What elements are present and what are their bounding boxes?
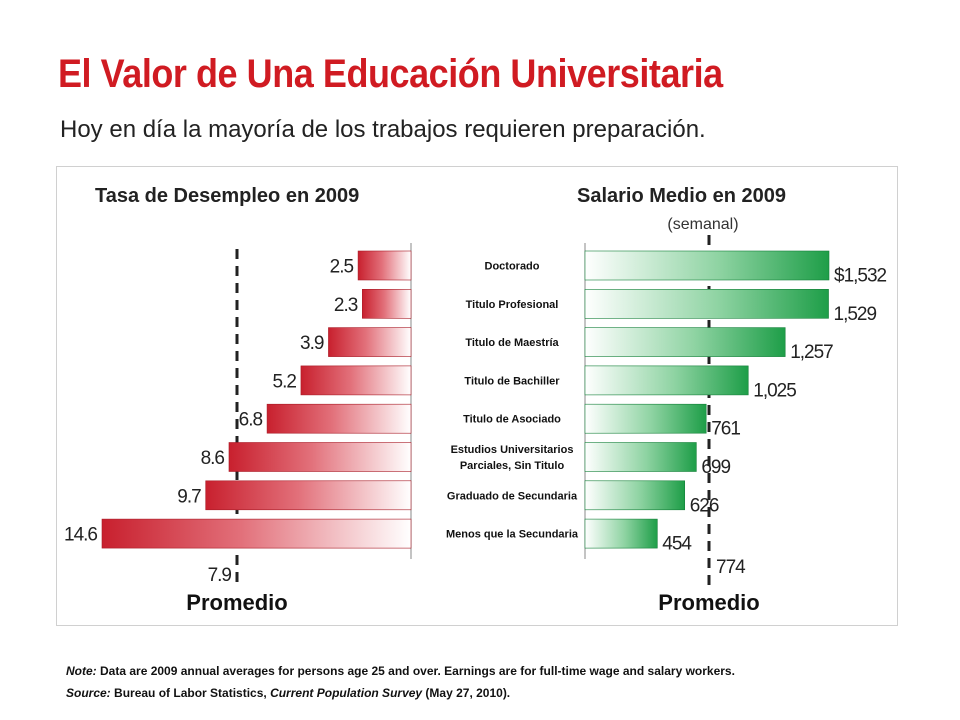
unemployment-value-label: 6.8	[239, 410, 263, 431]
salary-chart-subtitle: (semanal)	[667, 216, 738, 233]
note-text: Data are 2009 annual averages for person…	[96, 664, 735, 678]
unemployment-value-label: 9.7	[177, 486, 201, 507]
category-label: Titulo Profesional	[466, 299, 559, 311]
unemployment-bar	[328, 327, 412, 357]
salary-bar	[584, 365, 749, 396]
salary-bar	[584, 442, 697, 472]
salary-value-label: 1,025	[753, 380, 796, 401]
source-text-2: (May 27, 2010).	[422, 686, 511, 700]
source-text-1: Bureau of Labor Statistics,	[110, 686, 271, 700]
unemployment-bar	[357, 250, 412, 281]
unemployment-bar	[300, 365, 412, 396]
salary-bar	[584, 518, 658, 549]
source-line: Source: Bureau of Labor Statistics, Curr…	[66, 682, 735, 704]
chart-panel: Tasa de Desempleo en 2009 2.5 2.3 3.9 5.2 6.8…	[56, 166, 898, 626]
unemployment-average-caption: Promedio	[186, 590, 287, 615]
salary-value-label: 699	[701, 457, 730, 478]
unemployment-chart-title: Tasa de Desempleo en 2009	[95, 185, 359, 207]
salary-bar	[584, 250, 830, 281]
unemployment-bar	[101, 518, 412, 549]
comparison-chart: Tasa de Desempleo en 2009 2.5 2.3 3.95.2 6.8…	[64, 185, 888, 615]
salary-value-label: 1,257	[790, 342, 833, 363]
salary-value-label: 454	[662, 534, 692, 555]
salary-value-label: $1,532	[834, 266, 887, 287]
salary-bar	[584, 480, 686, 511]
source-italic: Current Population Survey	[270, 686, 423, 700]
source-label: Source:	[66, 686, 111, 700]
unemployment-value-label: 2.3	[334, 295, 358, 316]
category-label: Estudios Universitarios	[451, 444, 574, 456]
salary-bar	[584, 289, 829, 319]
page-subtitle: Hoy en día la mayoría de los trabajos re…	[60, 116, 706, 143]
category-label: Graduado de Secundaria	[447, 490, 578, 502]
salary-bar	[584, 403, 707, 434]
salary-average-caption: Promedio	[658, 590, 759, 615]
salary-chart-title: Salario Medio en 2009	[577, 185, 786, 207]
note-line: Note: Data are 2009 annual averages for …	[66, 660, 735, 682]
salary-average-label: 774	[716, 557, 746, 578]
category-label: Titulo de Maestría	[465, 337, 559, 349]
unemployment-value-label: 5.2	[273, 371, 297, 392]
salary-value-label: 626	[690, 495, 719, 516]
note-label: Note:	[66, 664, 97, 678]
category-label: Parciales, Sin Titulo	[460, 460, 565, 472]
category-label: Titulo de Asociado	[463, 414, 561, 426]
unemployment-value-label: 8.6	[201, 448, 225, 469]
unemployment-value-label: 14.6	[64, 525, 97, 546]
category-label: Titulo de Bachiller	[464, 375, 560, 387]
unemployment-value-label: 3.9	[300, 333, 324, 354]
footnote: Note: Data are 2009 annual averages for …	[66, 660, 735, 704]
unemployment-bar	[205, 480, 412, 511]
salary-value-label: 1,529	[834, 304, 877, 325]
unemployment-bar	[266, 403, 412, 434]
category-label: Doctorado	[485, 261, 540, 273]
unemployment-bar	[228, 442, 412, 472]
category-label: Menos que la Secundaria	[446, 529, 579, 541]
salary-bar	[584, 327, 786, 357]
unemployment-average-label: 7.9	[208, 565, 232, 586]
unemployment-value-label: 2.5	[330, 257, 354, 278]
salary-value-label: 761	[711, 419, 740, 440]
page-title: El Valor de Una Educación Universitaria	[58, 52, 723, 96]
unemployment-bar	[362, 289, 412, 319]
